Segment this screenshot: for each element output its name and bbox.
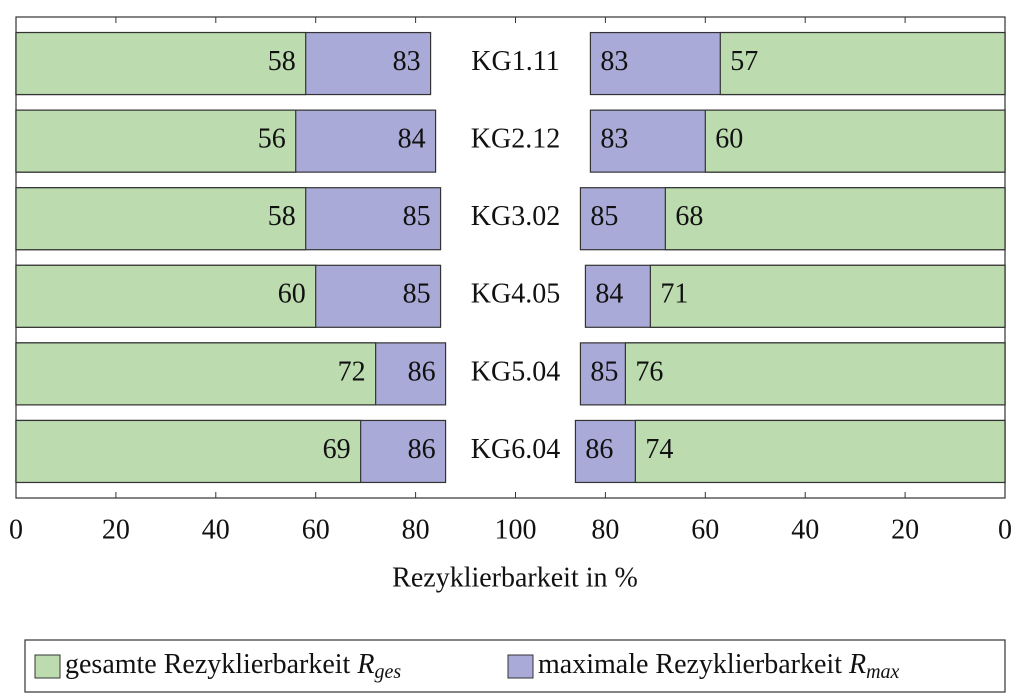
- legend-symbol-sub: max: [866, 661, 899, 683]
- data-label: 86: [408, 434, 436, 465]
- category-label: KG6.04: [471, 434, 560, 465]
- bar: [624, 342, 1006, 406]
- data-label: 84: [398, 124, 426, 155]
- data-label: 76: [635, 356, 663, 387]
- bar: [15, 264, 317, 328]
- x-axis-title: Rezyklierbarkeit in %: [392, 562, 638, 593]
- x-tick-label: 20: [102, 514, 130, 545]
- bar: [15, 419, 362, 484]
- data-label: 86: [585, 434, 613, 465]
- x-tick-label: 0: [9, 514, 23, 545]
- data-label: 72: [338, 356, 366, 387]
- data-label: 58: [268, 201, 296, 232]
- category-label: KG1.11: [471, 46, 559, 77]
- legend-name: gesamte Rezyklierbarkeit: [65, 649, 351, 680]
- data-label: 85: [590, 201, 618, 232]
- legend-swatch: [507, 654, 534, 679]
- data-label: 71: [660, 279, 688, 310]
- data-label: 83: [600, 124, 628, 155]
- legend-swatch: [34, 654, 61, 679]
- data-label: 85: [403, 201, 431, 232]
- data-label: 58: [268, 46, 296, 77]
- bar: [15, 31, 307, 96]
- bar: [704, 109, 1006, 173]
- bar: [15, 342, 377, 406]
- data-label: 74: [645, 434, 673, 465]
- legend-box: [24, 639, 1006, 693]
- bar: [719, 31, 1006, 96]
- x-tick-label: 40: [791, 514, 819, 545]
- data-label: 56: [258, 124, 286, 155]
- plot-frame: [15, 16, 1006, 499]
- x-tick-label: 60: [302, 514, 330, 545]
- category-label: KG4.05: [471, 279, 560, 310]
- data-label: 68: [675, 201, 703, 232]
- x-tick-label: 20: [891, 514, 919, 545]
- category-label: KG3.02: [471, 201, 560, 232]
- x-tick-label: 0: [998, 514, 1012, 545]
- data-label: 86: [408, 356, 436, 387]
- legend-label: maximale Rezyklierbarkeit Rmax: [538, 649, 900, 682]
- x-tick-label: 60: [691, 514, 719, 545]
- legend-symbol: R: [848, 649, 866, 680]
- data-label: 84: [595, 279, 623, 310]
- category-label: KG5.04: [471, 356, 560, 387]
- x-tick-label: 100: [495, 514, 537, 545]
- bar: [15, 187, 307, 251]
- bar: [634, 419, 1006, 484]
- legend-name: maximale Rezyklierbarkeit: [538, 649, 842, 680]
- category-label: KG2.12: [471, 124, 560, 155]
- bar: [15, 109, 297, 173]
- data-label: 60: [278, 279, 306, 310]
- data-label: 85: [403, 279, 431, 310]
- x-tick-label: 40: [202, 514, 230, 545]
- legend-symbol: R: [356, 649, 374, 680]
- data-label: 85: [590, 356, 618, 387]
- data-label: 69: [323, 434, 351, 465]
- data-label: 60: [715, 124, 743, 155]
- bar: [664, 187, 1006, 251]
- bar: [649, 264, 1006, 328]
- data-label: 57: [730, 46, 758, 77]
- x-tick-label: 80: [591, 514, 619, 545]
- legend-label: gesamte Rezyklierbarkeit Rges: [65, 649, 401, 682]
- data-label: 83: [600, 46, 628, 77]
- x-tick-label: 80: [402, 514, 430, 545]
- legend-symbol-sub: ges: [374, 661, 401, 683]
- data-label: 83: [393, 46, 421, 77]
